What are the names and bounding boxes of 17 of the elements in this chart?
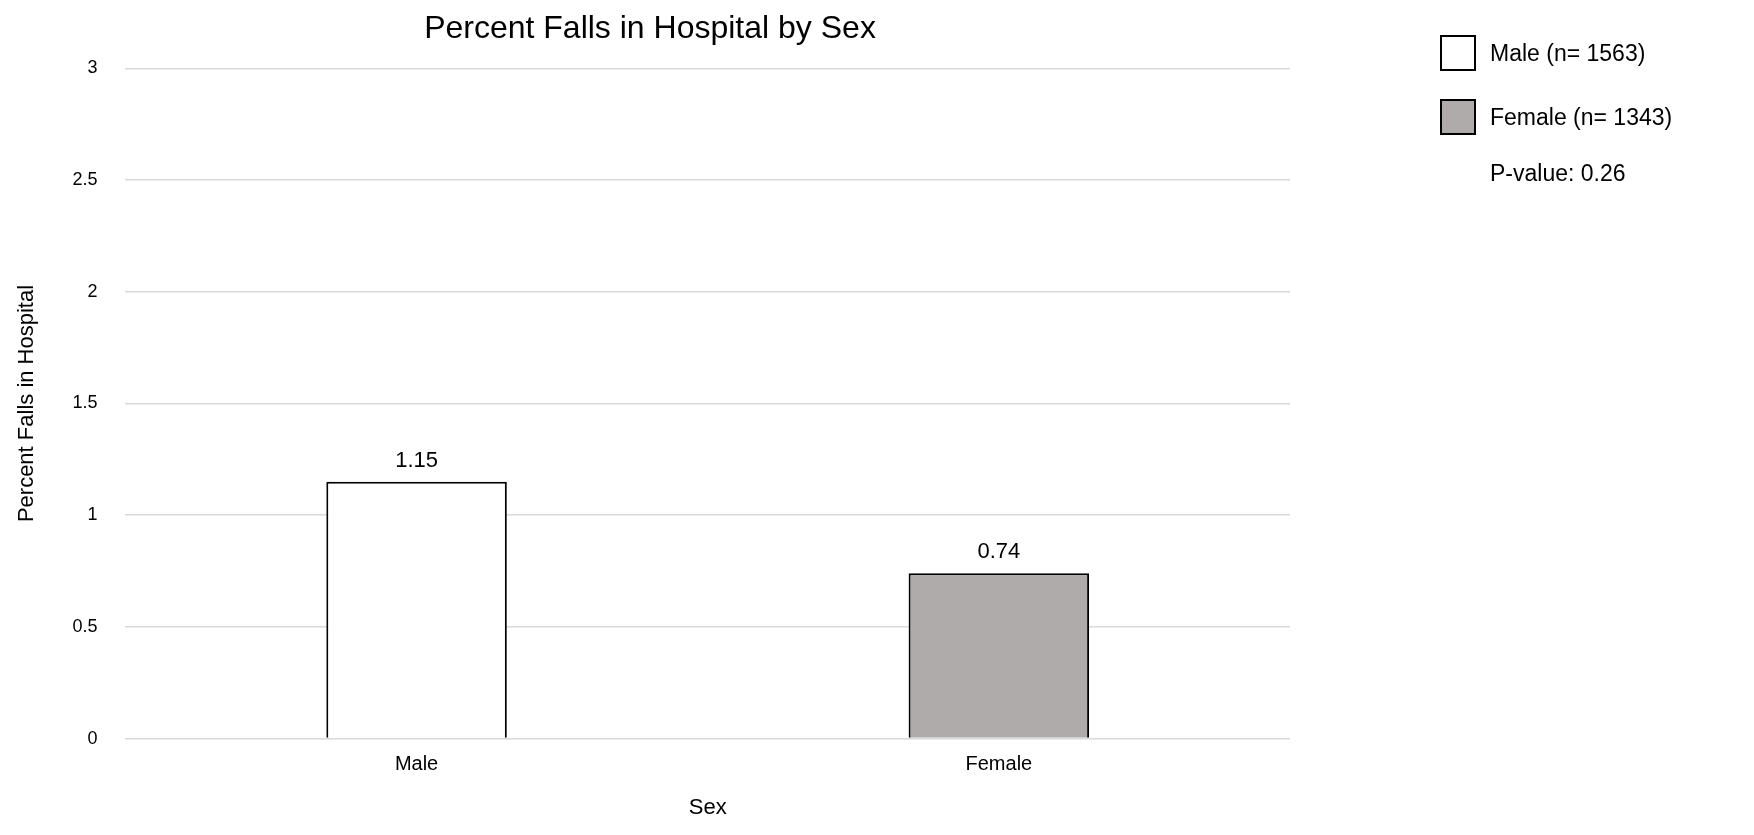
- x-tick-label: Female: [965, 752, 1033, 775]
- y-tick-label: 2: [87, 280, 98, 301]
- chart-title: Percent Falls in Hospital by Sex: [424, 9, 876, 46]
- x-axis-title: Sex: [688, 793, 727, 819]
- legend-label: Female (n= 1343): [1490, 103, 1673, 131]
- data-label: 0.74: [977, 538, 1021, 564]
- y-tick-label: 3: [87, 57, 98, 78]
- x-tick-label: Male: [394, 752, 439, 775]
- text: P-value: 0.26: [1490, 160, 1627, 187]
- y-tick-label: 2.5: [72, 169, 98, 190]
- y-tick-label: 1: [87, 504, 98, 525]
- y-axis-title: Percent Falls in Hospital: [13, 284, 39, 523]
- y-tick-label: 0.5: [72, 615, 98, 636]
- text: Male (n= 1563): [1490, 39, 1646, 67]
- y-tick-label: 1.5: [72, 392, 98, 413]
- y-tick-label: 0: [87, 727, 98, 748]
- data-label: 1.15: [395, 446, 438, 472]
